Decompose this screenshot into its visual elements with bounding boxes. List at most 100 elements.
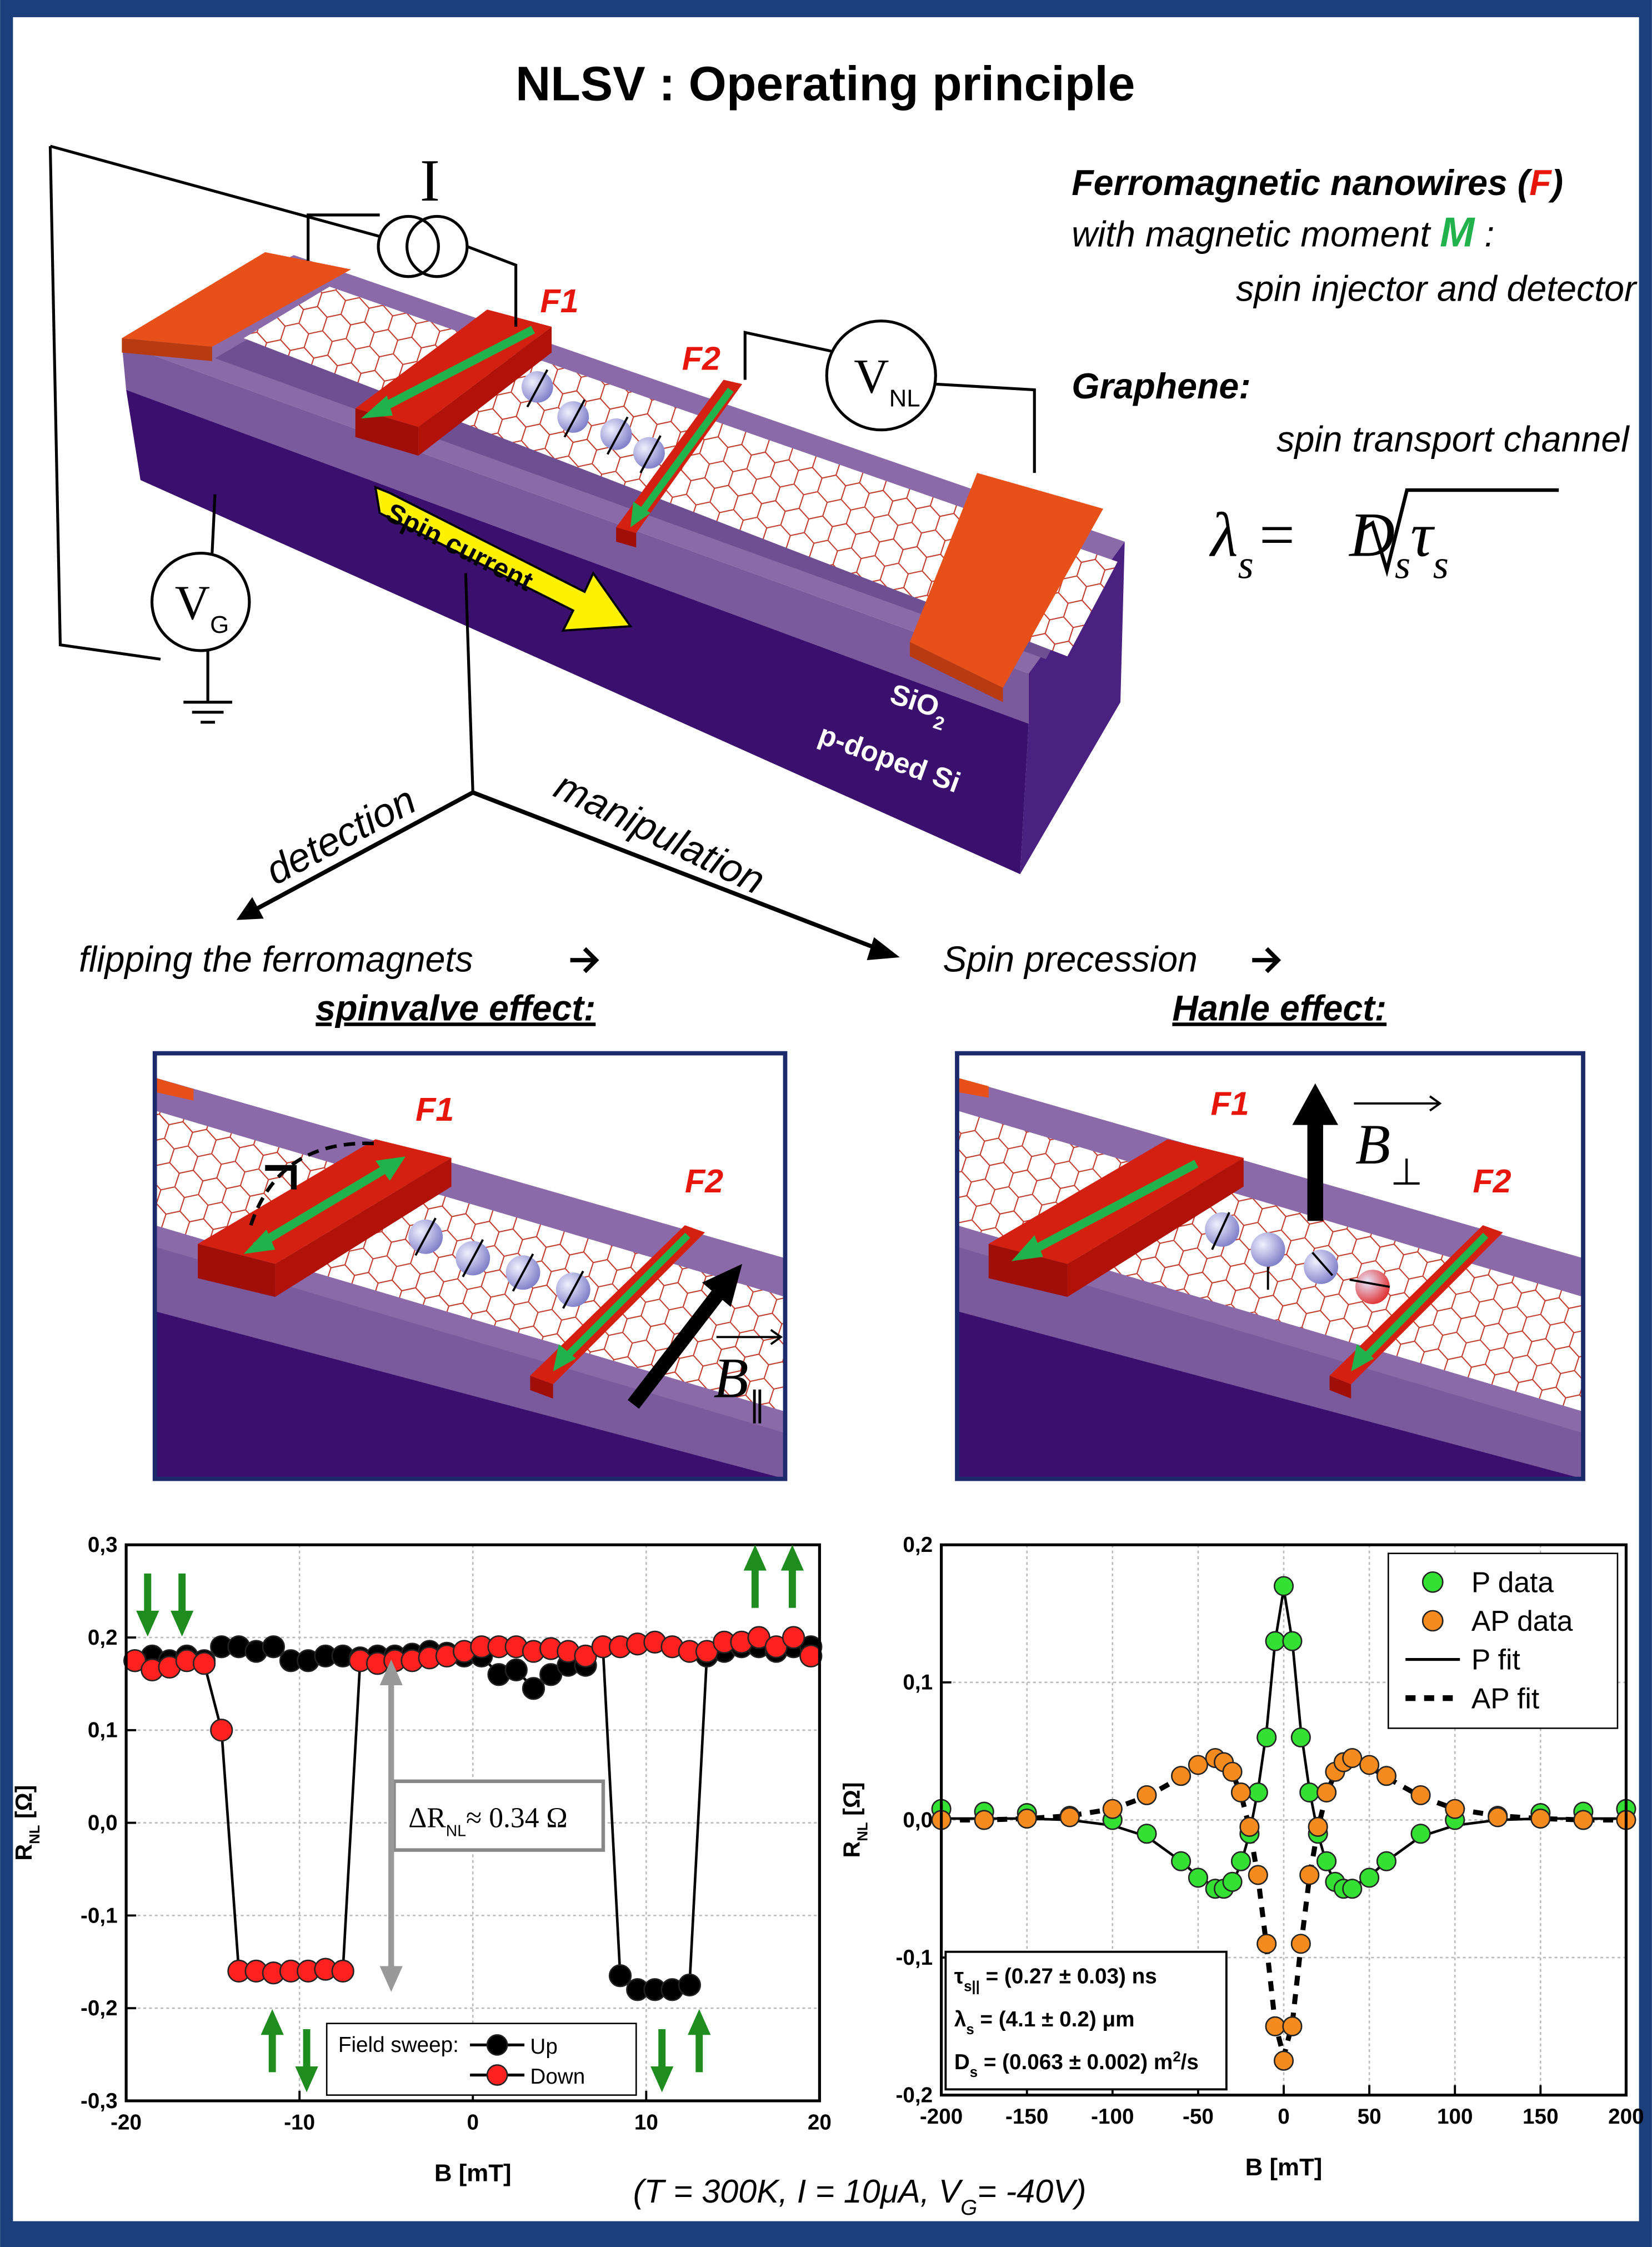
data-point [1189,1756,1208,1775]
data-point [1266,2017,1285,2036]
annotation-text: ΔR [408,1802,446,1834]
y-axis-label-unit: [Ω] [11,1785,37,1825]
device-part [600,418,632,450]
inset-left [155,1053,785,1479]
legend-label: Up [530,2035,557,2059]
param-text: τ [954,1964,964,1988]
y-tick-label: 0,2 [903,1533,933,1557]
precession-label: Spin precession [943,940,1198,980]
data-point [1266,1632,1285,1651]
device-part [557,401,589,433]
data-point [1223,1872,1242,1891]
formula-part: s [1238,543,1254,587]
x-tick-label: 0 [467,2111,479,2135]
inset-f2-label: F2 [685,1162,723,1200]
data-point [505,1659,527,1681]
param-text: = (4.1 ± 0.2) μm [974,2008,1135,2031]
legend-label: AP fit [1471,1682,1539,1714]
spinvalve-label: spinvalve effect: [316,988,595,1028]
data-point [1291,1728,1310,1747]
legend-label: AP data [1471,1605,1573,1637]
x-axis-label: B [mT] [434,2159,512,2186]
y-axis-label-sub: NL [27,1825,43,1844]
data-point [1343,1749,1362,1767]
data-point [1172,1852,1190,1871]
legend-label: P fit [1471,1644,1520,1676]
y-tick-label: 0,0 [88,1811,118,1835]
data-point [609,1965,631,1986]
y-axis-label-sub: NL [855,1822,871,1841]
title: NLSV : Operating principle [515,57,1135,111]
data-point [1189,1869,1208,1888]
formula-part: = [1259,500,1295,570]
data-point [783,1627,804,1649]
x-tick-label: 150 [1523,2105,1559,2129]
data-point [1489,1808,1508,1827]
data-point [1531,1809,1550,1828]
data-point [1060,1808,1079,1827]
x-tick-label: 10 [634,2111,658,2135]
param-text: /s [1181,2050,1199,2074]
data-point [1291,1935,1310,1954]
x-tick-label: 50 [1358,2105,1381,2129]
annotation-sub: NL [446,1822,466,1840]
moment-label: with magnetic moment M : [1072,209,1494,256]
moment-m: M [1440,209,1475,256]
channel-label: spin transport channel [1276,419,1630,459]
footnote-sub: G [960,2196,977,2220]
poster: NLSV : Operating principle Spin current … [0,0,1652,2247]
f1-label: F1 [540,282,578,319]
x-tick-label: -100 [1091,2105,1134,2129]
data-point [975,1811,994,1830]
legend-marker [487,2035,507,2055]
inset-right-part-part [1304,1250,1338,1284]
data-point [1445,1800,1464,1819]
vg-sub: G [210,611,229,638]
vnl-sub: NL [889,385,920,412]
x-tick-label: -200 [920,2105,963,2129]
param-sub: s|| [964,1979,980,1994]
inset-right [957,1053,1583,1479]
data-point [1257,1728,1276,1747]
param-sup: 2 [1173,2049,1180,2065]
y-tick-label: 0,1 [903,1671,933,1695]
y-axis-label-unit: [Ω] [839,1782,865,1822]
annotation-text: ≈ 0.34 Ω [466,1802,568,1834]
field-text: B [714,1347,749,1410]
graphene-label: Graphene: [1072,366,1250,406]
data-point [1300,1783,1319,1802]
data-point [1138,1786,1157,1805]
ferro-text: Ferromagnetic nanowires ( [1072,163,1533,203]
data-point [1283,2017,1302,2036]
legend-label: Down [530,2065,585,2089]
legend-marker [1423,1611,1443,1631]
field-sub: ⊥ [1390,1151,1423,1193]
data-point [1300,1866,1319,1885]
data-point [1574,1811,1593,1830]
legend-title: Field sweep: [338,2033,459,2057]
y-tick-label: 0,0 [903,1808,933,1832]
formula-part: λ [1209,500,1238,570]
data-point [1249,1783,1268,1802]
f2-label: F2 [682,339,720,377]
formula-part: s [1433,543,1449,587]
formula-part: s [1395,543,1410,587]
data-point [1223,1762,1242,1781]
data-point [1257,1935,1276,1954]
data-point [1240,1817,1259,1836]
data-point [193,1652,215,1674]
data-point [1360,1869,1379,1888]
x-tick-label: 100 [1437,2105,1473,2129]
data-point [332,1960,354,1982]
data-point [1377,1766,1396,1785]
x-tick-label: -50 [1183,2105,1214,2129]
x-tick-label: 0 [1278,2105,1290,2129]
y-tick-label: 0,2 [88,1626,118,1650]
data-point [211,1719,232,1741]
param-sub: s [970,2065,978,2080]
x-tick-label: -10 [284,2111,315,2135]
data-point [1411,1824,1430,1843]
formula-part: τ [1410,500,1435,570]
device-part [633,437,665,469]
y-tick-label: -0,3 [81,2089,118,2113]
